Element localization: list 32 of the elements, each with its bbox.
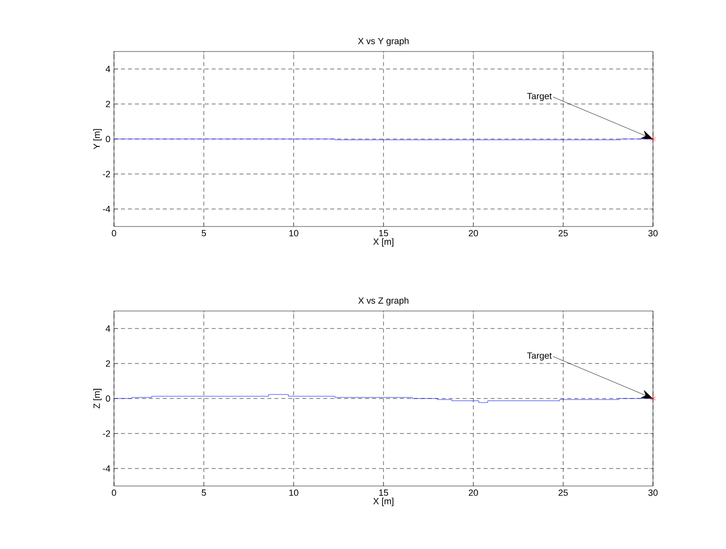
y-tick-label: 4 (106, 325, 110, 332)
y-axis-title: Y [m] (93, 129, 102, 150)
y-tick-label: 0 (106, 136, 110, 142)
x-axis-title: X [m] (373, 498, 394, 506)
y-tick-label: -4 (102, 465, 110, 472)
y-tick-label: 2 (106, 360, 110, 367)
x-tick-label: 5 (202, 230, 206, 236)
y-axis-title: Z [m] (93, 388, 102, 408)
y-tick-label: 4 (106, 66, 110, 72)
x-axis-title: X [m] (373, 238, 394, 247)
annotation: Target (527, 92, 552, 102)
x-tick-label: 25 (558, 490, 568, 496)
x-tick-label: 10 (289, 230, 298, 236)
y-tick-label: -4 (102, 206, 110, 212)
y-tick-label: -2 (102, 170, 110, 178)
x-tick-label: 15 (379, 490, 388, 496)
annotation: Target (527, 352, 552, 361)
x-tick-label: 30 (648, 490, 658, 496)
x-tick-label: 5 (202, 490, 206, 496)
y-tick-label: 0 (106, 395, 110, 402)
x-tick-label: 15 (379, 230, 388, 236)
x-tick-label: 0 (112, 230, 116, 236)
x-tick-label: 0 (112, 490, 116, 496)
chart-title: X vs Z graph (358, 297, 408, 306)
chart-title: X vs Y graph (358, 38, 409, 46)
x-tick-label: 25 (558, 230, 568, 236)
x-tick-label: 20 (468, 230, 478, 236)
y-tick-label: 2 (106, 100, 110, 108)
y-tick-label: -2 (102, 430, 110, 437)
x-tick-label: 10 (289, 490, 298, 496)
x-tick-label: 20 (468, 490, 478, 496)
x-tick-label: 30 (648, 230, 658, 236)
